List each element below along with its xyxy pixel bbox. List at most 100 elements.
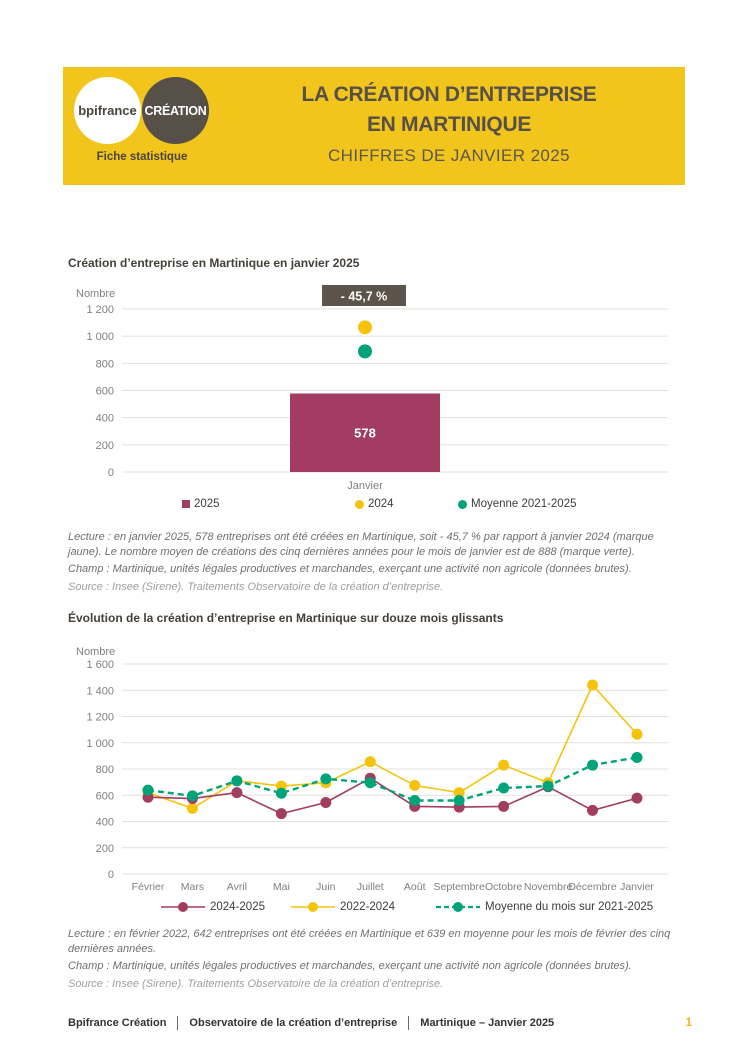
source-note: Source : Insee (Sirene). Traitements Obs… [68, 977, 444, 990]
x-tick-label: Décembre [568, 881, 617, 893]
title-block: LA CRÉATION D’ENTREPRISE EN MARTINIQUE C… [231, 80, 667, 166]
x-tick-label: Juillet [357, 881, 384, 893]
series-point [320, 773, 332, 785]
bar-chart: Nombre 0 200 400 600 800 1 000 1 200 578 - 45,7 %… [76, 285, 668, 492]
legend-label: 2025 [194, 498, 220, 510]
y-tick-label: 0 [108, 869, 114, 881]
footer-observatoire: Observatoire de la création d’entreprise [189, 1017, 398, 1029]
series-point [275, 808, 287, 820]
creation-logo-text: CRÉATION [144, 103, 207, 118]
bpifrance-logo-text: bpifrance [78, 103, 137, 118]
page-subtitle: CHIFFRES DE JANVIER 2025 [328, 145, 570, 165]
legend-item-moyenne: Moyenne 2021-2025 [458, 498, 577, 510]
y-tick-label: 1 400 [86, 685, 114, 697]
series-point [498, 800, 510, 812]
series-point [587, 679, 599, 691]
y-tick-label: 400 [96, 413, 114, 425]
footer-region-date: Martinique – Janvier 2025 [420, 1017, 555, 1029]
series-point [631, 752, 643, 764]
legend-item-2024: 2024 [355, 498, 394, 510]
legend-square-marker [182, 500, 190, 508]
y-tick-label: 400 [96, 817, 114, 829]
y-axis-title: Nombre [76, 646, 115, 658]
series-point [631, 728, 643, 740]
y-tick-label: 800 [96, 358, 114, 370]
y-tick-label: 200 [96, 843, 114, 855]
page-number: 1 [685, 1017, 692, 1029]
x-tick-label: Février [132, 881, 165, 893]
champ-note: Champ : Martinique, unités légales produ… [68, 960, 632, 973]
y-tick-label: 1 200 [86, 304, 114, 316]
series-point [498, 759, 510, 771]
y-tick-label: 600 [96, 790, 114, 802]
line-chart-title: Évolution de la création d’entreprise en… [68, 611, 504, 626]
series-point [631, 792, 643, 804]
tagline: Fiche statistique [96, 151, 188, 163]
x-tick-label: Octobre [485, 881, 523, 893]
series-point [320, 797, 332, 809]
line-chart-legend: 2024-2025 2022-2024 Moyenne du mois sur … [68, 901, 690, 919]
x-tick-label: Novembre [524, 881, 573, 893]
bar-value-label: 578 [354, 426, 376, 441]
series-line-2024-2025 [147, 777, 638, 815]
series-point [186, 802, 198, 814]
series-point [498, 782, 510, 794]
series-point [364, 777, 376, 789]
series-line-moyenne-du-mois-sur-2021-2025 [147, 756, 638, 802]
series-point [364, 756, 376, 768]
legend-item-moyenne-mois: Moyenne du mois sur 2021-2025 [435, 901, 653, 913]
series-point [231, 775, 243, 787]
lecture-note: Lecture : en janvier 2025, 578 entrepris… [68, 531, 654, 558]
x-tick-label: Septembre [433, 881, 485, 893]
y-tick-label: 200 [96, 440, 114, 452]
legend-item-2024-2025: 2024-2025 [160, 901, 265, 913]
legend-label: 2024-2025 [210, 901, 265, 914]
notes-block-2: Lecture : en février 2022, 642 entrepris… [68, 927, 690, 991]
lecture-note: Lecture : en février 2022, 642 entrepris… [68, 928, 671, 955]
series-point [453, 787, 465, 799]
y-tick-label: 800 [96, 764, 114, 776]
header-band: bpifrance CRÉATION Fiche statistique LA … [63, 67, 685, 185]
x-tick-label: Mai [273, 881, 290, 893]
page-title-line1: LA CRÉATION D’ENTREPRISE [301, 83, 597, 106]
y-tick-label: 0 [108, 467, 114, 479]
y-tick-label: 1 200 [86, 712, 114, 724]
series-point [275, 787, 287, 799]
footer: Bpifrance Création Observatoire de la cr… [68, 1016, 692, 1030]
content-column: Création d’entreprise en Martinique en j… [68, 256, 690, 991]
series-point [587, 804, 599, 816]
bar-2025 [290, 393, 440, 472]
legend-item-2025: 2025 [182, 498, 220, 510]
legend-label: 2022-2024 [340, 901, 395, 914]
legend-circle-marker [458, 499, 467, 509]
marker-moyenne [358, 344, 372, 359]
x-tick-label: Avril [227, 881, 247, 893]
series-point [142, 784, 154, 796]
x-tick-label: Mars [181, 881, 204, 893]
series-point [186, 790, 198, 802]
source-note: Source : Insee (Sirene). Traitements Obs… [68, 580, 444, 593]
y-tick-label: 1 000 [86, 331, 114, 343]
y-axis-title: Nombre [76, 288, 115, 300]
y-tick-label: 1 600 [86, 659, 114, 671]
legend-line-marker [291, 902, 335, 913]
y-tick-label: 600 [96, 386, 114, 398]
annotation-box [322, 285, 406, 306]
x-tick-label: Juin [316, 881, 335, 893]
legend-label: Moyenne 2021-2025 [471, 498, 577, 510]
legend-line-marker [161, 902, 205, 913]
marker-2024 [358, 320, 372, 335]
legend-label: Moyenne du mois sur 2021-2025 [485, 901, 654, 914]
creation-logo: CRÉATION [142, 77, 209, 144]
line-chart: Nombre 0 200 400 600 800 1 000 1 200 1 400 1 600 F… [76, 646, 668, 893]
x-tick-label: Janvier [347, 480, 383, 492]
bar-chart-legend: 2025 2024 Moyenne 2021-2025 [68, 498, 690, 516]
series-point [542, 780, 554, 792]
series-point [409, 795, 421, 807]
page-title-line2: EN MARTINIQUE [366, 113, 532, 137]
series-point [231, 787, 243, 799]
series-point [587, 759, 599, 771]
x-tick-label: Août [404, 881, 426, 893]
legend-item-2022-2024: 2022-2024 [290, 901, 395, 913]
